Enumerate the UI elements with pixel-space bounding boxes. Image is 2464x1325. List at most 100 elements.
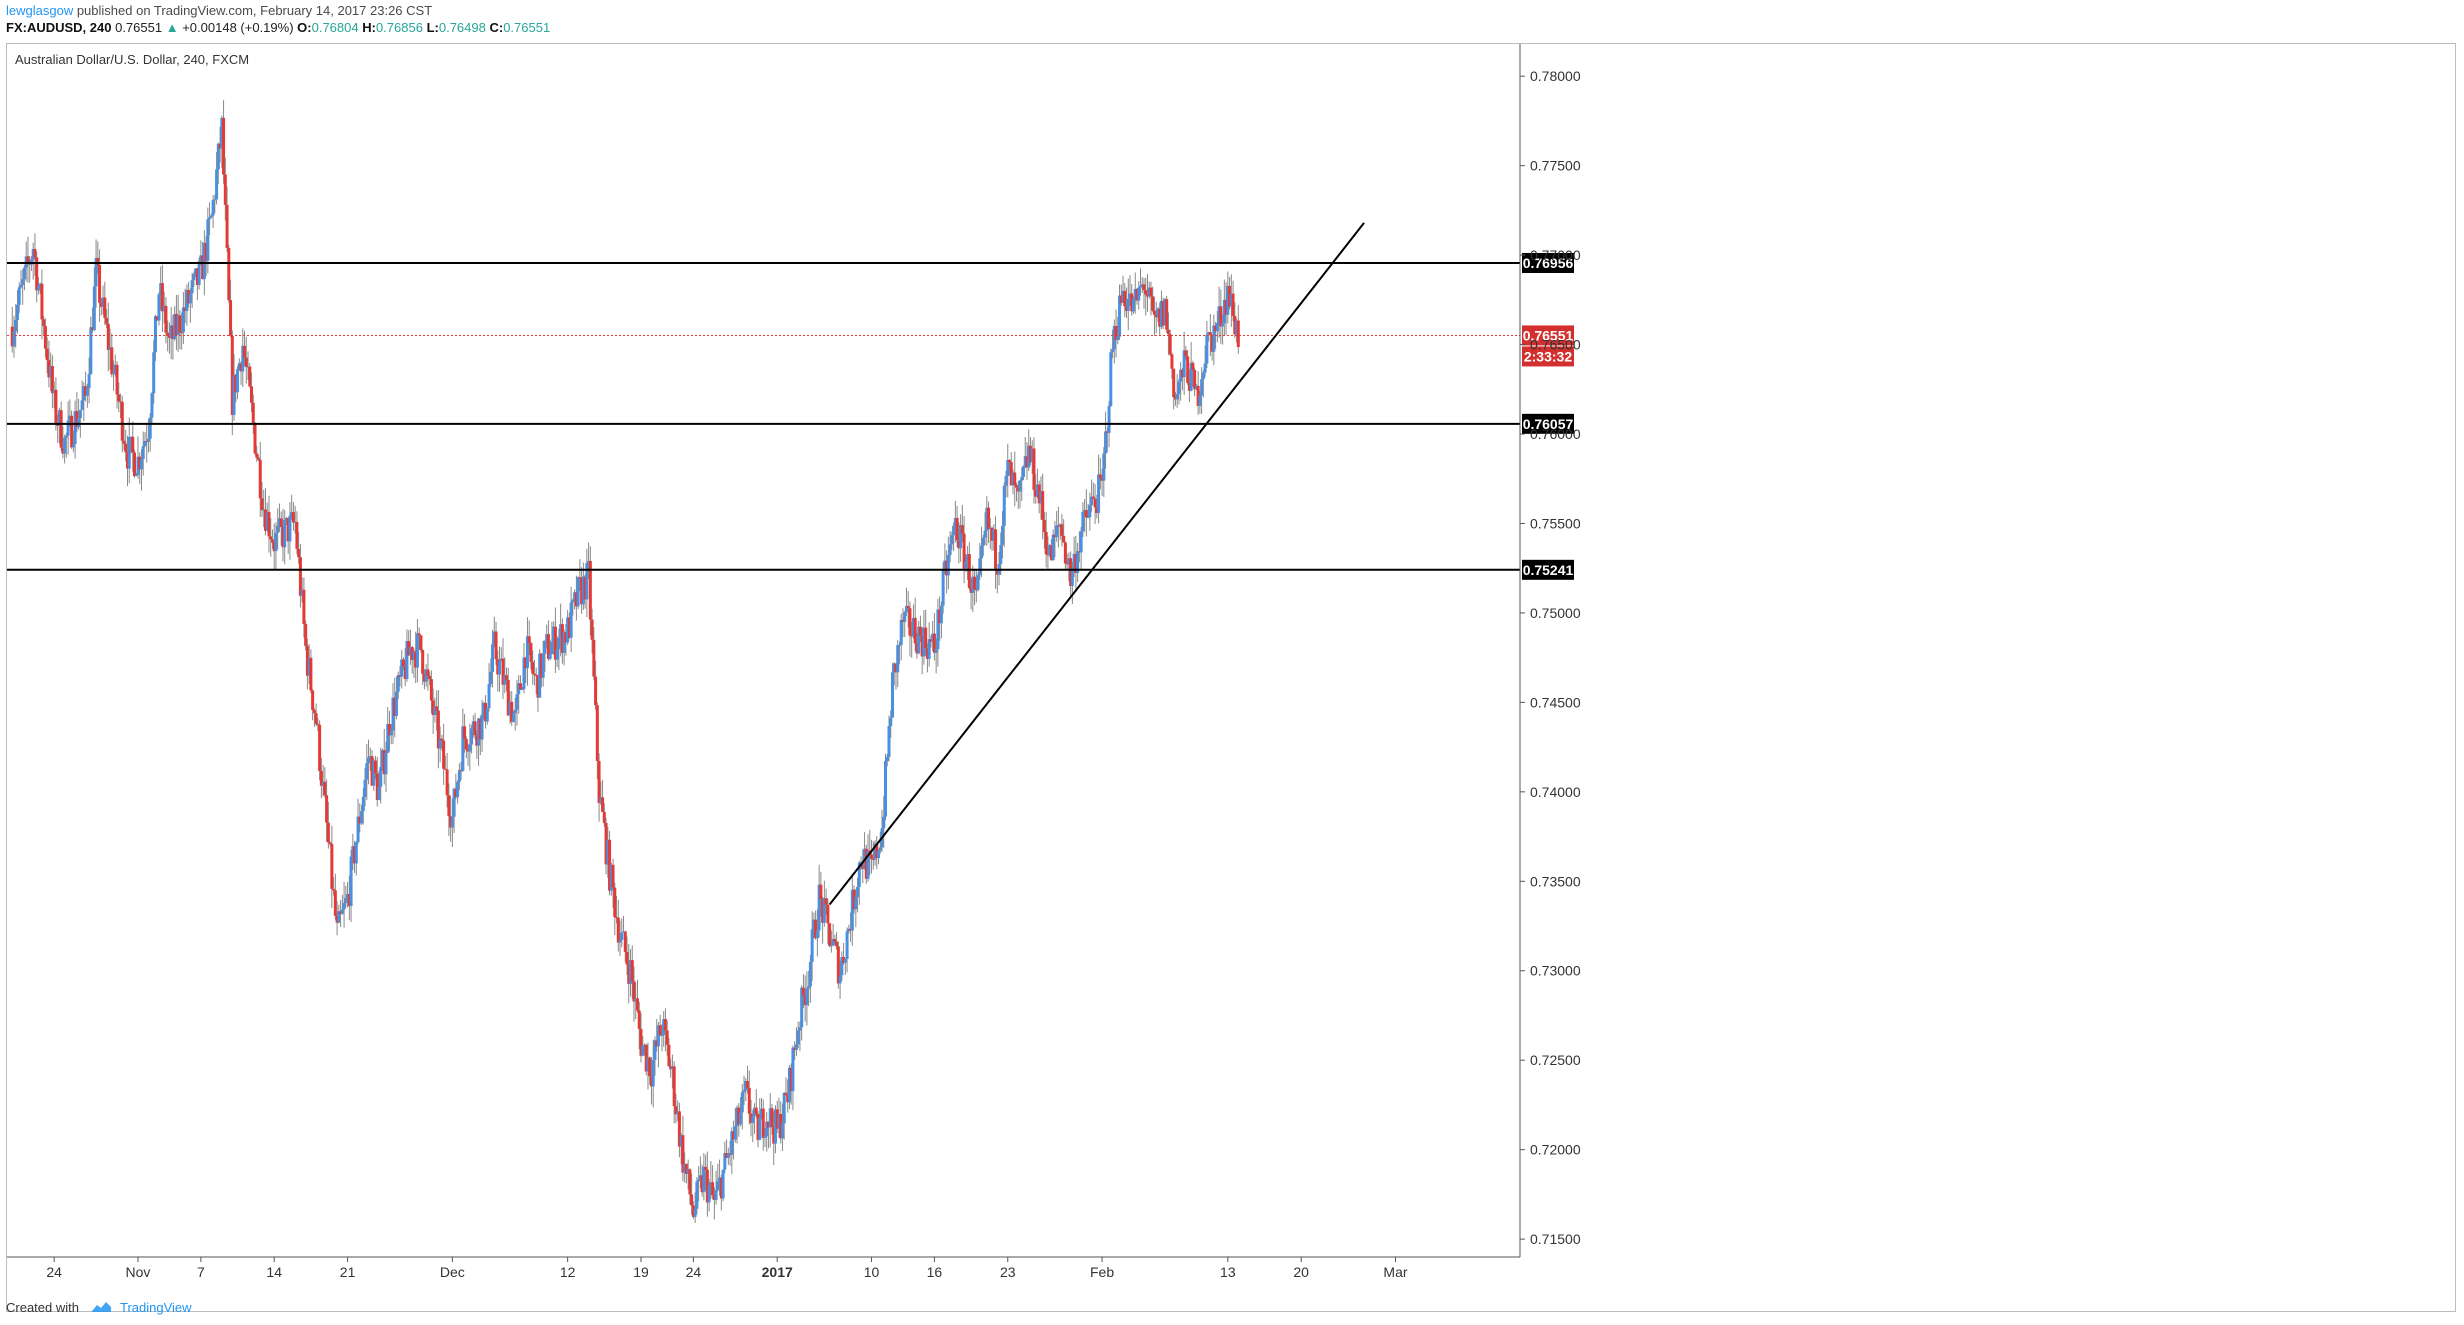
- candle-body: [981, 537, 985, 546]
- candle-body: [672, 1066, 676, 1107]
- candle-body: [578, 577, 582, 579]
- y-tick-label: 0.78000: [1530, 68, 1581, 84]
- candle-body: [1132, 298, 1136, 312]
- candle-body: [1046, 554, 1050, 556]
- candle-body: [686, 1169, 690, 1174]
- candle-body: [89, 327, 93, 375]
- candle-body: [337, 911, 341, 923]
- candle-body: [772, 1127, 776, 1144]
- tradingview-logo-icon: [91, 1302, 111, 1312]
- candle-body: [616, 917, 620, 943]
- candle-body: [24, 256, 28, 268]
- candle-body: [747, 1087, 751, 1114]
- candle-body: [96, 257, 100, 266]
- candle-body: [98, 265, 102, 303]
- candle-body: [995, 570, 999, 575]
- candle-body: [265, 511, 269, 531]
- level-label-bg: [1522, 559, 1574, 580]
- candle-body: [538, 653, 542, 698]
- candle-body: [775, 1109, 779, 1129]
- candle-body: [1009, 462, 1013, 486]
- candle-body: [1004, 476, 1008, 486]
- candle-body: [798, 1027, 802, 1031]
- candle-body: [1194, 385, 1198, 390]
- candle-body: [861, 862, 865, 869]
- candle-body: [1044, 532, 1048, 555]
- chart-frame[interactable]: Australian Dollar/U.S. Dollar, 240, FXCM…: [6, 43, 2456, 1312]
- candle-body: [456, 781, 460, 798]
- candle-body: [791, 1047, 795, 1092]
- candle-body: [42, 319, 46, 327]
- candle-body: [581, 576, 585, 605]
- candle-body: [276, 525, 280, 533]
- candle-body: [1219, 306, 1223, 327]
- candle-body: [604, 822, 608, 865]
- candle-body: [480, 714, 484, 740]
- candle-body: [1035, 484, 1039, 497]
- candle-body: [1215, 323, 1219, 332]
- candle-body: [333, 890, 337, 916]
- candle-body: [1159, 300, 1163, 327]
- symbol-line: FX:AUDUSD, 240 0.76551 ▲ +0.00148 (+0.19…: [6, 19, 2456, 36]
- x-tick-label: 16: [927, 1264, 943, 1280]
- candle-body: [374, 760, 378, 774]
- candle-body: [1208, 332, 1212, 336]
- candle-body: [683, 1163, 687, 1173]
- candle-body: [980, 545, 984, 559]
- candle-body: [139, 459, 143, 470]
- candle-body: [794, 1044, 798, 1050]
- candle-body: [248, 366, 252, 387]
- candle-body: [714, 1190, 718, 1200]
- candle-body: [784, 1092, 788, 1096]
- candle-body: [669, 1066, 673, 1070]
- candle-body: [119, 401, 123, 403]
- candle-body: [1114, 325, 1118, 341]
- candle-body: [931, 633, 935, 642]
- candle-body: [674, 1106, 678, 1115]
- candle-body: [859, 862, 863, 864]
- candle-body: [1058, 524, 1062, 527]
- candle-body: [1229, 293, 1233, 307]
- candle-body: [939, 605, 943, 624]
- candle-body: [375, 773, 379, 800]
- candle-body: [723, 1153, 727, 1170]
- candle-body: [153, 316, 157, 353]
- candle-body: [1027, 445, 1031, 468]
- candle-body: [1228, 285, 1232, 307]
- candle-body: [1221, 323, 1225, 327]
- candle-body: [726, 1153, 730, 1158]
- candle-body: [471, 721, 475, 729]
- candle-body: [442, 740, 446, 769]
- candle-body: [1180, 369, 1184, 378]
- candle-body: [532, 673, 536, 675]
- candle-body: [349, 856, 353, 907]
- level-label: 0.75241: [1523, 562, 1574, 578]
- candle-body: [414, 651, 418, 668]
- candle-body: [431, 700, 435, 715]
- candle-body: [314, 713, 318, 725]
- x-tick-label: Feb: [1090, 1264, 1114, 1280]
- candle-body: [1095, 507, 1099, 514]
- candlestick-chart[interactable]: Australian Dollar/U.S. Dollar, 240, FXCM…: [7, 44, 2455, 1311]
- candle-body: [54, 389, 58, 423]
- y-tick-label: 0.77000: [1530, 247, 1581, 263]
- x-tick-label: 2017: [762, 1264, 793, 1280]
- candle-body: [1133, 288, 1137, 299]
- candle-body: [1090, 496, 1094, 506]
- candle-body: [990, 527, 994, 541]
- candle-body: [693, 1208, 697, 1217]
- candle-body: [815, 930, 819, 939]
- candle-body: [721, 1169, 725, 1199]
- chart-header: lewglasgow published on TradingView.com,…: [6, 2, 2456, 40]
- candle-body: [1100, 477, 1104, 481]
- candle-body: [1163, 299, 1167, 326]
- candle-body: [1125, 306, 1129, 311]
- author-link[interactable]: lewglasgow: [6, 3, 74, 18]
- candle-body: [1070, 567, 1074, 586]
- candle-body: [525, 636, 529, 669]
- candle-body: [1214, 325, 1218, 332]
- candle-body: [332, 888, 336, 891]
- candle-body: [183, 307, 187, 312]
- candle-body: [1021, 466, 1025, 478]
- tradingview-brand[interactable]: TradingView: [120, 1300, 192, 1315]
